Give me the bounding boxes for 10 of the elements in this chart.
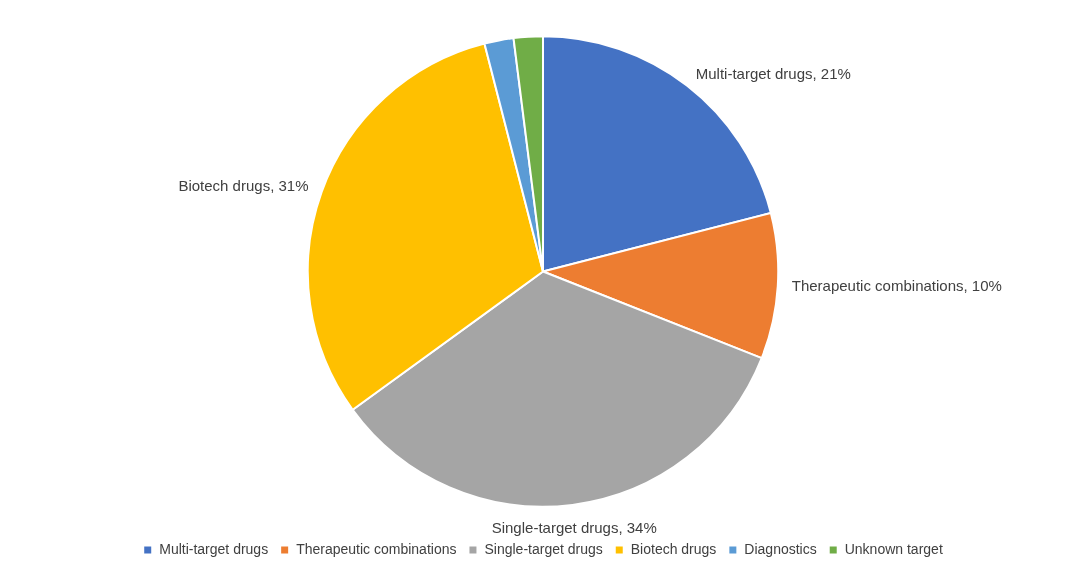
- legend-label: Diagnostics: [744, 540, 817, 557]
- data-label: Single-target drugs, 34%: [491, 518, 657, 536]
- legend-label: Biotech drugs: [630, 540, 717, 557]
- data-label: Multi-target drugs, 21%: [695, 64, 851, 82]
- legend-label: Therapeutic combinations: [296, 540, 457, 557]
- legend-label: Unknown target: [844, 540, 943, 557]
- legend-label: Single-target drugs: [484, 540, 603, 557]
- legend-label: Multi-target drugs: [159, 540, 269, 557]
- data-label: Biotech drugs, 31%: [178, 177, 309, 195]
- data-label: Therapeutic combinations, 10%: [791, 277, 1002, 295]
